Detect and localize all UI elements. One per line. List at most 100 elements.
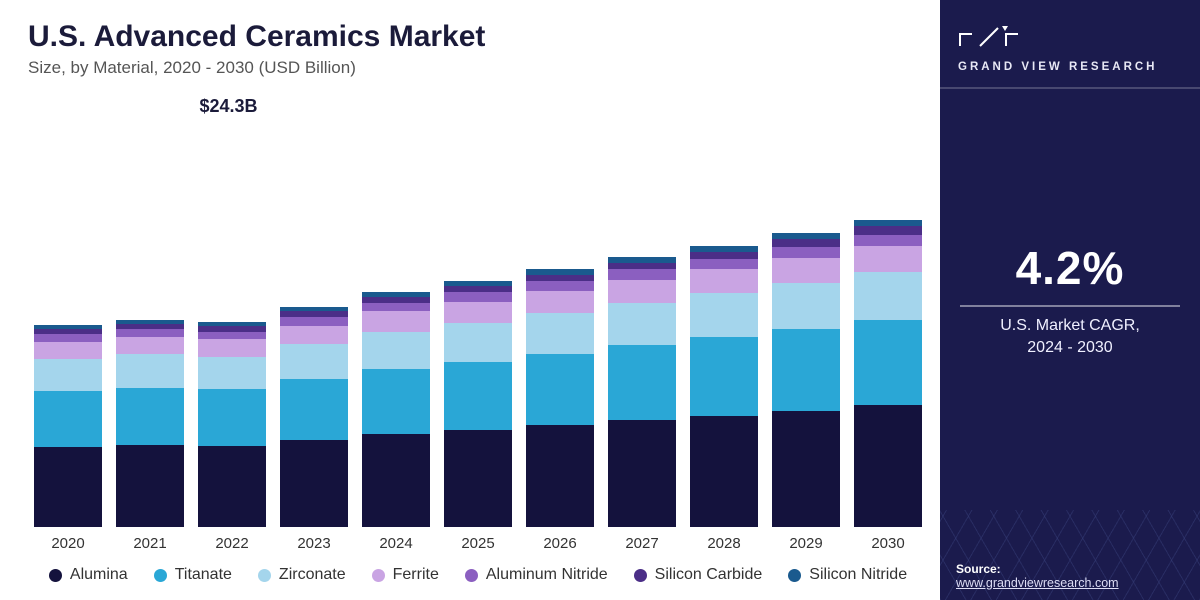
source-label: Source: [956,562,1184,576]
legend-swatch [49,569,62,582]
bar-segment [280,379,348,440]
brand-logo-icon [958,22,1078,50]
bar-column: 2029 [772,233,840,552]
legend-label: Silicon Nitride [809,566,907,584]
bar-segment [608,269,676,279]
legend-label: Zirconate [279,566,346,584]
divider [960,305,1180,307]
bar-segment [690,259,758,269]
stacked-bar [526,269,594,527]
stacked-bar [772,233,840,527]
x-axis-label: 2027 [625,535,658,552]
bar-segment [526,281,594,290]
bar-segment [34,359,102,391]
brand-name: GRAND VIEW RESEARCH [958,61,1182,73]
legend-item: Titanate [154,566,232,584]
bar-segment [772,239,840,247]
bar-segment [526,425,594,527]
bar-segment [34,391,102,447]
bar-column: 2021 [116,320,184,552]
bar-segment [116,445,184,527]
source-url: www.grandviewresearch.com [956,576,1184,590]
bar-callout: $24.3B [199,96,257,117]
bar-segment [198,339,266,357]
legend-item: Ferrite [372,566,439,584]
bar-segment [116,388,184,446]
bar-segment [690,293,758,337]
bar-column: 2030 [854,220,922,552]
bar-segment [854,405,922,527]
bar-segment [526,275,594,282]
bar-segment [444,323,512,362]
stacked-bar [34,325,102,527]
legend-item: Silicon Carbide [634,566,763,584]
bar-segment [280,440,348,527]
bar-segment [772,329,840,411]
bar-segment [198,357,266,389]
bar-segment [280,344,348,379]
bar-segment [854,272,922,320]
legend-label: Aluminum Nitride [486,566,608,584]
bar-column: 2020 [34,325,102,552]
x-axis-label: 2024 [379,535,412,552]
legend-swatch [372,569,385,582]
bar-column: 2023 [280,307,348,552]
bar-segment [362,303,430,312]
stacked-bar [444,281,512,527]
bar-column: 2026 [526,269,594,552]
bar-segment [444,302,512,323]
side-panel: GRAND VIEW RESEARCH 4.2% U.S. Market CAG… [940,0,1200,600]
bar-segment [854,320,922,405]
stacked-bar-chart: 2020202120222023202420252026202720282029… [28,86,928,588]
bar-segment [772,247,840,258]
bar-segment [690,416,758,527]
stacked-bar [116,320,184,527]
stacked-bar [690,246,758,527]
cagr-stat: 4.2% U.S. Market CAGR, 2024 - 2030 [940,89,1200,510]
bar-segment [34,342,102,359]
bar-segment [444,286,512,293]
legend-swatch [788,569,801,582]
bar-segment [772,283,840,329]
legend-item: Zirconate [258,566,346,584]
bars-row: 2020202120222023202420252026202720282029… [28,86,928,552]
bar-segment [526,354,594,425]
legend-swatch [258,569,271,582]
bar-segment [690,269,758,293]
source-block: Source: www.grandviewresearch.com [940,510,1200,600]
bar-segment [34,334,102,342]
stacked-bar [608,257,676,527]
legend-swatch [154,569,167,582]
legend-item: Aluminum Nitride [465,566,608,584]
bar-segment [198,446,266,527]
chart-legend: Alumina Titanate Zirconate Ferrite Aluminum … [28,552,928,588]
bar-column: 2022 [198,322,266,552]
page-subtitle: Size, by Material, 2020 - 2030 (USD Bill… [28,58,928,78]
bar-column: 2028 [690,246,758,552]
bar-segment [772,411,840,527]
cagr-label-line2: 2024 - 2030 [1027,339,1112,356]
bar-segment [608,420,676,527]
x-axis-label: 2021 [133,535,166,552]
legend-swatch [465,569,478,582]
bar-segment [280,326,348,345]
x-axis-label: 2030 [871,535,904,552]
bar-segment [690,252,758,260]
legend-label: Ferrite [393,566,439,584]
bar-segment [362,434,430,527]
bar-column: 2024 [362,292,430,552]
bar-segment [198,332,266,340]
stacked-bar [854,220,922,527]
cagr-label-line1: U.S. Market CAGR, [1000,317,1140,334]
bar-segment [526,313,594,354]
brand-block: GRAND VIEW RESEARCH [940,0,1200,89]
legend-label: Silicon Carbide [655,566,763,584]
bar-segment [608,280,676,303]
bar-segment [362,332,430,369]
bar-segment [280,317,348,326]
x-axis-label: 2022 [215,535,248,552]
bar-segment [444,362,512,430]
bar-segment [362,369,430,434]
bar-segment [198,389,266,446]
legend-item: Alumina [49,566,128,584]
